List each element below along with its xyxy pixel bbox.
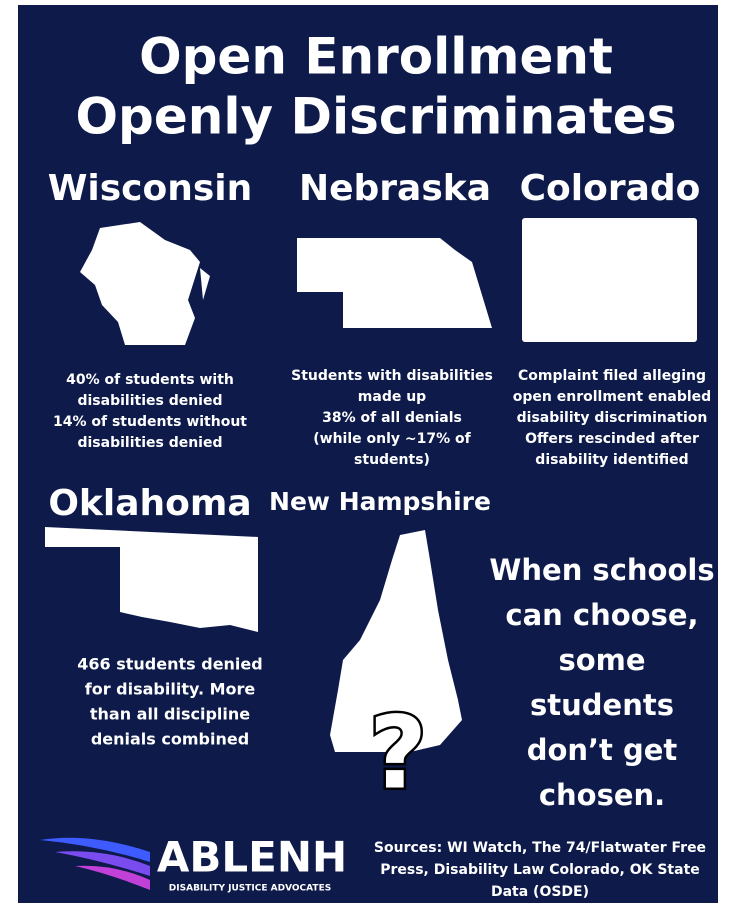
tagline-line: When schools — [489, 553, 714, 587]
state-text: 40% of students with — [66, 372, 234, 388]
state-text: (while only ~17% of — [313, 431, 471, 447]
tagline-line: can choose, — [505, 598, 698, 632]
state-text: disability identified — [535, 452, 688, 468]
state-text: 38% of all denials — [322, 410, 462, 426]
state-text: disabilities denied — [77, 435, 222, 451]
sources-line: Data (OSDE) — [491, 884, 589, 900]
state-text: Complaint filed alleging — [518, 368, 706, 384]
question-mark: ? — [369, 694, 427, 811]
oklahoma-shape — [45, 527, 258, 632]
logo-name: ABLENH — [157, 833, 347, 882]
state-text: denials combined — [91, 730, 249, 749]
state-name: Oklahoma — [48, 483, 251, 524]
logo-subtitle: DISABILITY JUSTICE ADVOCATES — [169, 884, 331, 894]
state-text: Offers rescinded after — [525, 431, 699, 447]
sources-line: Press, Disability Law Colorado, OK State — [380, 862, 700, 878]
new-hampshire-shape — [330, 530, 462, 752]
state-text: 466 students denied — [77, 655, 262, 674]
logo-wing — [55, 851, 150, 876]
logo-wing — [75, 865, 150, 890]
title-line: Open Enrollment — [139, 28, 613, 86]
state-name: Nebraska — [299, 168, 491, 209]
nebraska-shape — [297, 238, 492, 328]
tagline-line: don’t get — [527, 733, 678, 767]
state-text: made up — [358, 389, 426, 405]
state-text: 14% of students without — [53, 414, 247, 430]
tagline-line: students — [530, 688, 674, 722]
state-name: New Hampshire — [269, 487, 491, 516]
state-name: Colorado — [520, 168, 701, 209]
state-text: disabilities denied — [77, 393, 222, 409]
tagline-line: chosen. — [539, 778, 665, 812]
state-text: than all discipline — [90, 705, 250, 724]
background — [18, 5, 718, 903]
state-text: Students with disabilities — [291, 368, 493, 384]
state-text: open enrollment enabled — [513, 389, 711, 405]
colorado-shape — [522, 218, 697, 342]
state-text: students) — [354, 452, 430, 468]
sources-line: Sources: WI Watch, The 74/Flatwater Free — [374, 840, 706, 856]
state-text: disability discrimination — [517, 410, 708, 426]
state-name: Wisconsin — [48, 168, 253, 209]
tagline-line: some — [558, 643, 645, 677]
wisconsin-shape — [80, 222, 210, 345]
logo-wing — [40, 837, 150, 862]
title-line: Openly Discriminates — [76, 88, 677, 146]
state-text: for disability. More — [85, 680, 256, 699]
